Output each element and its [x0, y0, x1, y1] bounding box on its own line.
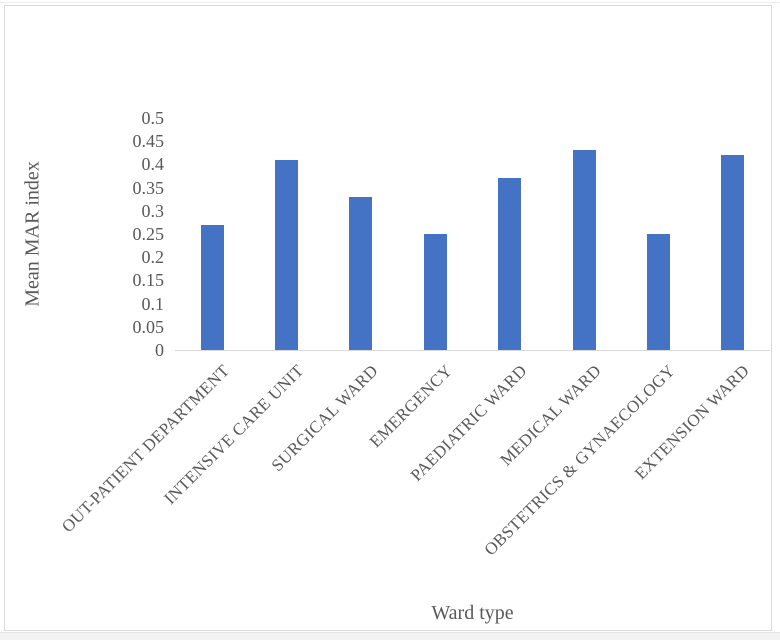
bar [646, 234, 670, 350]
screenshot-bottom-edge [0, 632, 780, 640]
y-axis-tick-label: 0.45 [132, 131, 165, 152]
bar [572, 150, 596, 350]
y-axis-tick-label: 0 [155, 340, 164, 360]
y-axis-tick-label: 0.5 [141, 108, 165, 128]
plot-area [175, 118, 770, 351]
y-axis-tick-label: 0.05 [132, 316, 165, 337]
bar [498, 178, 522, 350]
bar [423, 234, 447, 350]
bar [200, 225, 224, 350]
bar [349, 197, 373, 350]
y-axis-tick-label: 0.25 [132, 224, 165, 244]
x-axis-title: Ward type [431, 602, 514, 624]
y-axis-tick-label: 0.2 [141, 247, 165, 268]
y-axis-tick-label: 0.35 [132, 177, 165, 198]
screenshot-top-edge [0, 2, 780, 3]
y-axis-tick-label: 0.15 [132, 270, 165, 291]
y-axis-title: Mean MAR index [21, 161, 44, 307]
y-axis-tick-label: 0.1 [141, 293, 165, 314]
bar [721, 155, 745, 350]
y-axis-tick-label: 0.3 [141, 200, 165, 221]
y-axis-tick-label: 0.4 [141, 154, 165, 175]
bar [275, 160, 299, 350]
figure-border [4, 5, 772, 631]
